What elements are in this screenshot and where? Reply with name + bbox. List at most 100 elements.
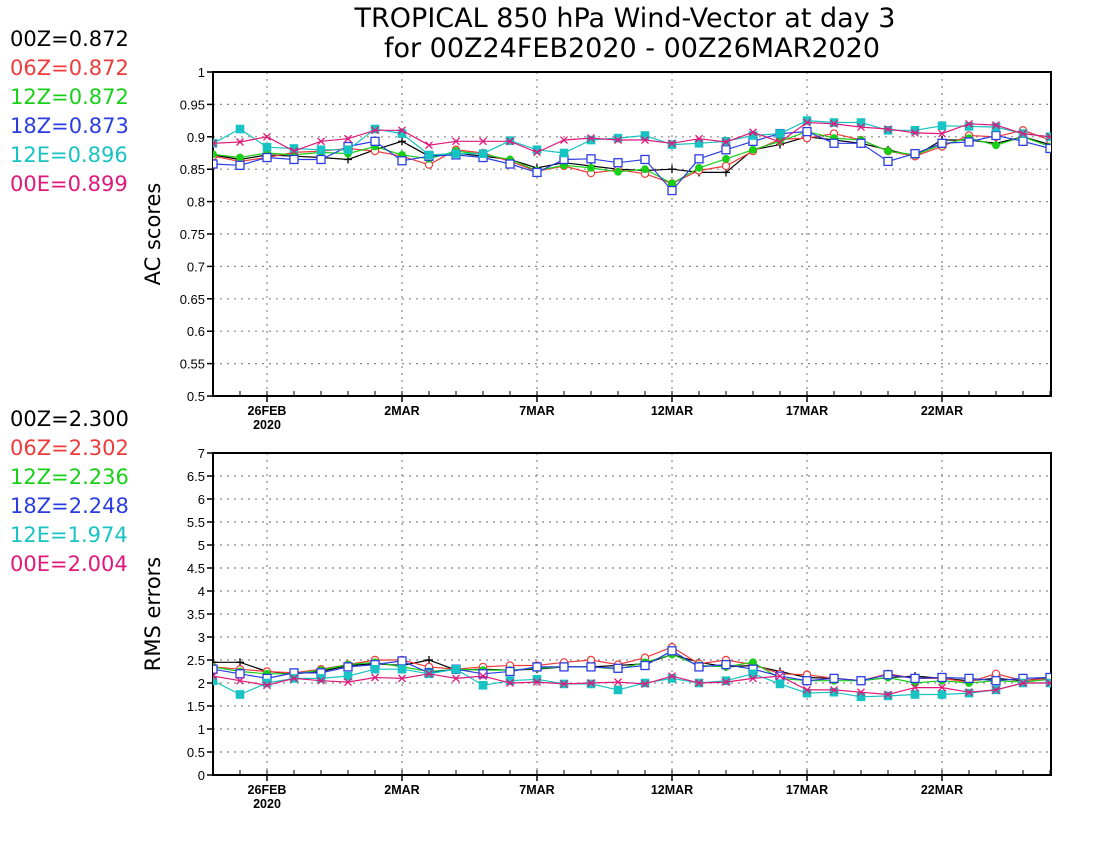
data-point-18z [802,126,812,137]
data-point-12z [992,141,1000,150]
data-point-00e [695,679,703,687]
data-point-00e [965,119,973,128]
data-point-00e [506,137,514,146]
data-point-18z [559,662,569,672]
data-point-12e [937,121,947,131]
chart-title-line-2: for 00Z24FEB2020 - 00Z26MAR2020 [384,33,880,64]
legend-entry-06z: 06Z=2.302 [10,436,129,460]
series-line-06z [213,129,1051,185]
data-point-00e [965,688,973,697]
y-tick-label: 0.9 [187,130,205,145]
data-point-12z [884,147,892,155]
data-point-00e [1019,129,1027,138]
series-18z [213,646,1051,686]
data-point-18z [478,669,488,679]
data-point-06z [721,161,731,171]
grid-lines [213,72,1051,396]
data-point-12e [775,679,785,689]
data-point-00e [236,138,244,146]
series-group [213,116,1051,196]
data-point-12e [370,664,380,674]
data-point-00e [614,136,622,144]
data-point-18z [586,154,596,164]
data-point-00e [398,126,406,135]
y-tick-label: 1 [198,722,205,737]
data-point-00e [371,126,379,135]
y-tick-label: 1 [198,65,205,80]
data-point-12e [586,679,596,689]
data-point-18z [694,662,704,672]
data-point-18z [213,664,218,674]
data-point-00z [213,658,217,667]
data-point-18z [883,670,893,680]
data-point-00e [213,672,217,681]
data-point-00e [533,678,541,687]
data-point-00e [749,674,757,683]
y-tick-label: 2.5 [187,653,205,668]
data-point-12e [235,690,245,699]
plot-frame [212,452,1052,776]
y-tick-label: 2 [198,676,205,691]
ac-scores-panel: 0.5 0.55 0.6 0.65 0.7 0.75 0.8 0.85 0.9 0.95 1 26FE… [10,27,1052,432]
data-point-00e [722,678,730,687]
data-point-00e [722,138,730,146]
data-point-12e [613,685,623,695]
x-year-label: 2020 [253,797,281,811]
data-point-00z [668,165,676,174]
data-point-12e [883,691,893,701]
data-point-00e [938,683,946,692]
data-point-18z [613,663,623,673]
data-point-18z [910,673,920,684]
data-point-18z [613,158,623,168]
data-point-00e [749,128,757,137]
data-point-18z [213,159,218,169]
data-point-18z [235,669,245,679]
data-point-18z [937,672,947,683]
series-line-12e [213,119,1051,156]
data-point-12e [343,145,353,155]
data-point-00e [398,674,406,683]
legend-entry-00e: 00E=2.004 [10,552,128,576]
data-point-12e [937,690,947,699]
data-point-00e [479,672,487,681]
data-point-00e [425,141,433,150]
y-tick-label: 3.5 [187,607,205,622]
data-point-00e [1019,679,1027,687]
data-point-12e [802,116,812,125]
data-point-12e [964,122,974,131]
x-tick-label: 7MAR [519,783,554,797]
data-point-00e [641,136,649,144]
data-point-18z [856,138,866,148]
data-point-12e [235,124,245,134]
data-point-12z [695,164,703,172]
y-tick-label: 0.75 [180,227,205,242]
data-point-12e [991,122,1001,132]
data-point-12e [721,676,731,686]
y-tick-label: 4 [198,584,205,599]
data-point-12e [532,675,542,684]
data-point-12e [559,148,569,158]
data-point-12e [910,126,920,135]
data-point-18z [802,676,812,686]
x-year-label: 2020 [253,418,281,432]
y-tick-label: 0.85 [180,162,205,177]
data-point-00e [695,134,703,143]
rms-errors-panel: 0 0.5 1 1.5 2 2.5 3 3.5 4 4.5 5 5.5 6 6.5 7 26FEB 2MAR 7M… [10,407,1052,811]
data-point-00e [587,134,595,143]
data-point-00e [803,118,811,127]
data-point-18z [1045,143,1051,154]
data-point-18z [397,656,407,666]
data-point-12e [262,142,272,152]
data-point-18z [397,156,407,166]
data-point-12e [532,145,542,155]
data-point-00e [263,132,271,141]
data-point-00e [236,676,244,685]
y-tick-label: 7 [198,446,205,461]
data-point-12e [829,687,839,697]
data-point-00e [1046,132,1051,141]
data-point-12e [910,690,920,699]
data-point-00e [803,685,811,694]
data-point-00e [992,685,1000,694]
data-point-00z [425,656,433,664]
x-tick-label: 26FEB [248,783,287,797]
